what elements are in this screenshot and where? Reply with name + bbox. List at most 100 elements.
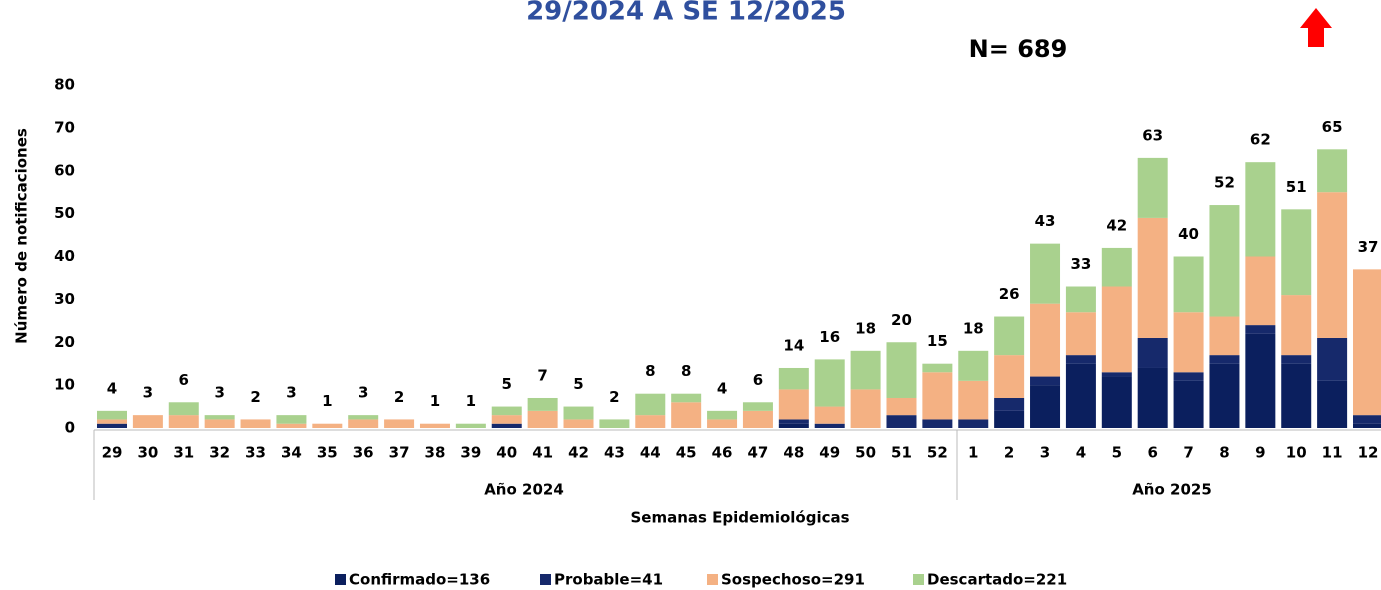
bar-segment <box>778 423 809 428</box>
chart-title: 29/2024 A SE 12/2025 <box>526 0 846 27</box>
bar-segment <box>384 419 415 428</box>
bar-segment <box>491 406 522 416</box>
x-tick-label: 34 <box>281 444 302 462</box>
bar-segment <box>922 372 953 420</box>
total-label: 43 <box>1035 212 1056 230</box>
bar-segment <box>814 406 845 424</box>
bar-segment <box>994 397 1025 411</box>
total-label: 20 <box>891 311 912 329</box>
legend-swatch <box>540 574 551 585</box>
y-tick-label: 10 <box>54 376 75 394</box>
total-label: 3 <box>358 384 368 402</box>
x-tick-label: 52 <box>927 444 948 462</box>
bar-segment <box>671 393 702 403</box>
bar-segment <box>994 316 1025 356</box>
bar-segment <box>958 419 989 428</box>
total-label: 33 <box>1070 255 1091 273</box>
x-tick-label: 39 <box>460 444 481 462</box>
bar-segment <box>348 419 379 428</box>
x-tick-label: 33 <box>245 444 266 462</box>
bar-segment <box>994 410 1025 428</box>
bar-segment <box>276 415 307 424</box>
bar-segment <box>1101 247 1132 287</box>
total-label: 6 <box>179 371 189 389</box>
total-label: 1 <box>322 392 332 410</box>
bar-segment <box>563 406 594 420</box>
total-label: 3 <box>286 384 296 402</box>
y-axis-label: Número de notificaciones <box>13 128 31 344</box>
total-label: 1 <box>466 392 476 410</box>
bar-segment <box>1281 355 1312 364</box>
bar-segment <box>886 397 917 416</box>
x-tick-label: 42 <box>568 444 589 462</box>
total-label: 40 <box>1178 225 1199 243</box>
total-label: 63 <box>1142 126 1163 144</box>
legend-swatch <box>335 574 346 585</box>
bar-segment <box>1137 217 1168 338</box>
bar-segment <box>276 423 307 428</box>
bar-segment <box>599 419 630 428</box>
total-label: 2 <box>250 388 260 406</box>
bar-segment <box>1030 385 1061 428</box>
x-tick-label: 44 <box>640 444 661 462</box>
y-tick-label: 80 <box>54 76 75 94</box>
bar-segment <box>1353 415 1381 424</box>
bar-segment <box>778 367 809 390</box>
x-tick-label: 32 <box>209 444 230 462</box>
x-tick-label: 37 <box>389 444 410 462</box>
legend-label: Probable=41 <box>554 571 663 589</box>
y-tick-label: 20 <box>54 333 75 351</box>
total-label: 5 <box>502 375 512 393</box>
x-tick-label: 45 <box>676 444 697 462</box>
total-label: 15 <box>927 332 948 350</box>
x-tick-label: 1 <box>968 444 978 462</box>
subtitle: N= 689 <box>969 35 1068 63</box>
bar-segment <box>1353 269 1381 416</box>
x-tick-label: 43 <box>604 444 625 462</box>
bar-segment <box>1209 355 1240 364</box>
bar-segment <box>563 419 594 428</box>
x-tick-label: 2 <box>1004 444 1014 462</box>
bar-segment <box>707 410 738 420</box>
bar-segment <box>1317 149 1348 193</box>
y-tick-label: 50 <box>54 204 75 222</box>
bar-segment <box>1281 363 1312 428</box>
bar-segment <box>814 423 845 428</box>
x-tick-label: 31 <box>173 444 194 462</box>
x-tick-label: 36 <box>353 444 374 462</box>
bar-segment <box>1209 316 1240 356</box>
total-label: 3 <box>143 384 153 402</box>
bar-segment <box>1353 423 1381 428</box>
bar-segment <box>1030 243 1061 304</box>
bar-segment <box>1173 372 1204 381</box>
legend-label: Sospechoso=291 <box>721 571 865 589</box>
bar-segment <box>1245 256 1276 326</box>
bar-segment <box>1065 286 1096 313</box>
bar-segment <box>742 402 773 411</box>
x-tick-label: 35 <box>317 444 338 462</box>
legend-swatch <box>913 574 924 585</box>
bar-segment <box>922 363 953 373</box>
y-tick-label: 0 <box>65 419 75 437</box>
total-label: 8 <box>645 362 655 380</box>
bar-segment <box>1317 380 1348 428</box>
total-label: 6 <box>753 371 763 389</box>
total-label: 51 <box>1286 178 1307 196</box>
total-label: 26 <box>999 285 1020 303</box>
red-arrow <box>1300 8 1332 47</box>
bar-segment <box>455 423 486 428</box>
total-label: 4 <box>107 379 117 397</box>
x-tick-label: 41 <box>532 444 553 462</box>
bar-segment <box>1065 312 1096 356</box>
bar-segment <box>886 415 917 428</box>
total-label: 52 <box>1214 174 1235 192</box>
bar-segment <box>1137 337 1168 368</box>
bar-segment <box>1101 376 1132 428</box>
bar-segment <box>958 380 989 420</box>
x-tick-label: 48 <box>783 444 804 462</box>
x-tick-label: 49 <box>819 444 840 462</box>
bar-segment <box>886 342 917 398</box>
bar-segment <box>671 402 702 428</box>
bar-segment <box>240 419 271 428</box>
bar-segment <box>1173 380 1204 428</box>
